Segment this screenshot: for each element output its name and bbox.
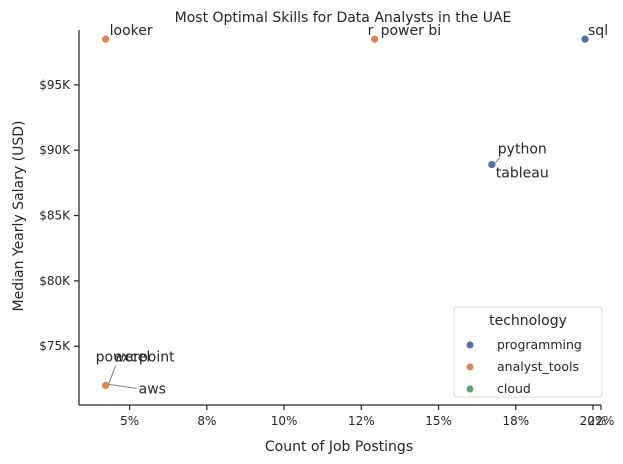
data-point — [580, 34, 590, 44]
legend-entry-label: analyst_tools — [497, 359, 579, 374]
point-label: r — [368, 23, 374, 39]
chart-title: Most Optimal Skills for Data Analysts in… — [175, 10, 512, 26]
point-label: excel — [114, 349, 151, 365]
point-label: sql — [588, 23, 608, 39]
x-tick-label: 8% — [197, 414, 216, 428]
y-tick-label: $75K — [39, 339, 71, 353]
x-axis-label: Count of Job Postings — [265, 439, 413, 455]
legend-marker — [466, 363, 474, 371]
point-label: looker — [110, 23, 153, 39]
x-tick-label: 5% — [120, 414, 139, 428]
legend-marker — [466, 385, 474, 393]
y-tick-label: $85K — [39, 209, 71, 223]
x-tick-label: 22% — [588, 414, 615, 428]
legend-marker — [466, 341, 474, 349]
point-label: aws — [139, 381, 166, 397]
data-point — [101, 381, 111, 390]
x-tick-label: 20% — [580, 414, 607, 428]
x-tick-label: 12% — [348, 414, 375, 428]
label-leader-line — [108, 365, 117, 385]
label-leader-line — [108, 383, 137, 389]
point-labels: looker power bi r sql python tableau powerpoin… — [96, 23, 608, 397]
y-tick-label: $80K — [39, 274, 71, 288]
point-label: python — [498, 142, 547, 158]
label-leader-line — [494, 157, 501, 164]
data-point — [487, 160, 497, 169]
legend-entry-label: programming — [497, 337, 582, 352]
x-tick-label: 15% — [425, 414, 452, 428]
legend-entry-label: cloud — [497, 381, 531, 396]
y-tick-label: $95K — [39, 78, 71, 92]
x-tick-label: 10% — [271, 414, 298, 428]
axes: 5% 8% 10% 12% 15% 18% 20%22% $75K $80K $85K $90K $9… — [39, 30, 614, 428]
point-label: tableau — [496, 166, 549, 182]
x-tick-label: 18% — [502, 414, 529, 428]
y-axis-label: Median Yearly Salary (USD) — [11, 121, 27, 312]
legend-box — [453, 306, 603, 398]
data-points — [101, 34, 590, 390]
point-label: power bi — [381, 23, 442, 39]
y-tick-label: $90K — [39, 143, 71, 157]
data-point — [101, 34, 111, 44]
data-point — [370, 34, 380, 44]
point-label: powerpoint — [96, 349, 175, 365]
legend-title: technology — [489, 313, 567, 329]
